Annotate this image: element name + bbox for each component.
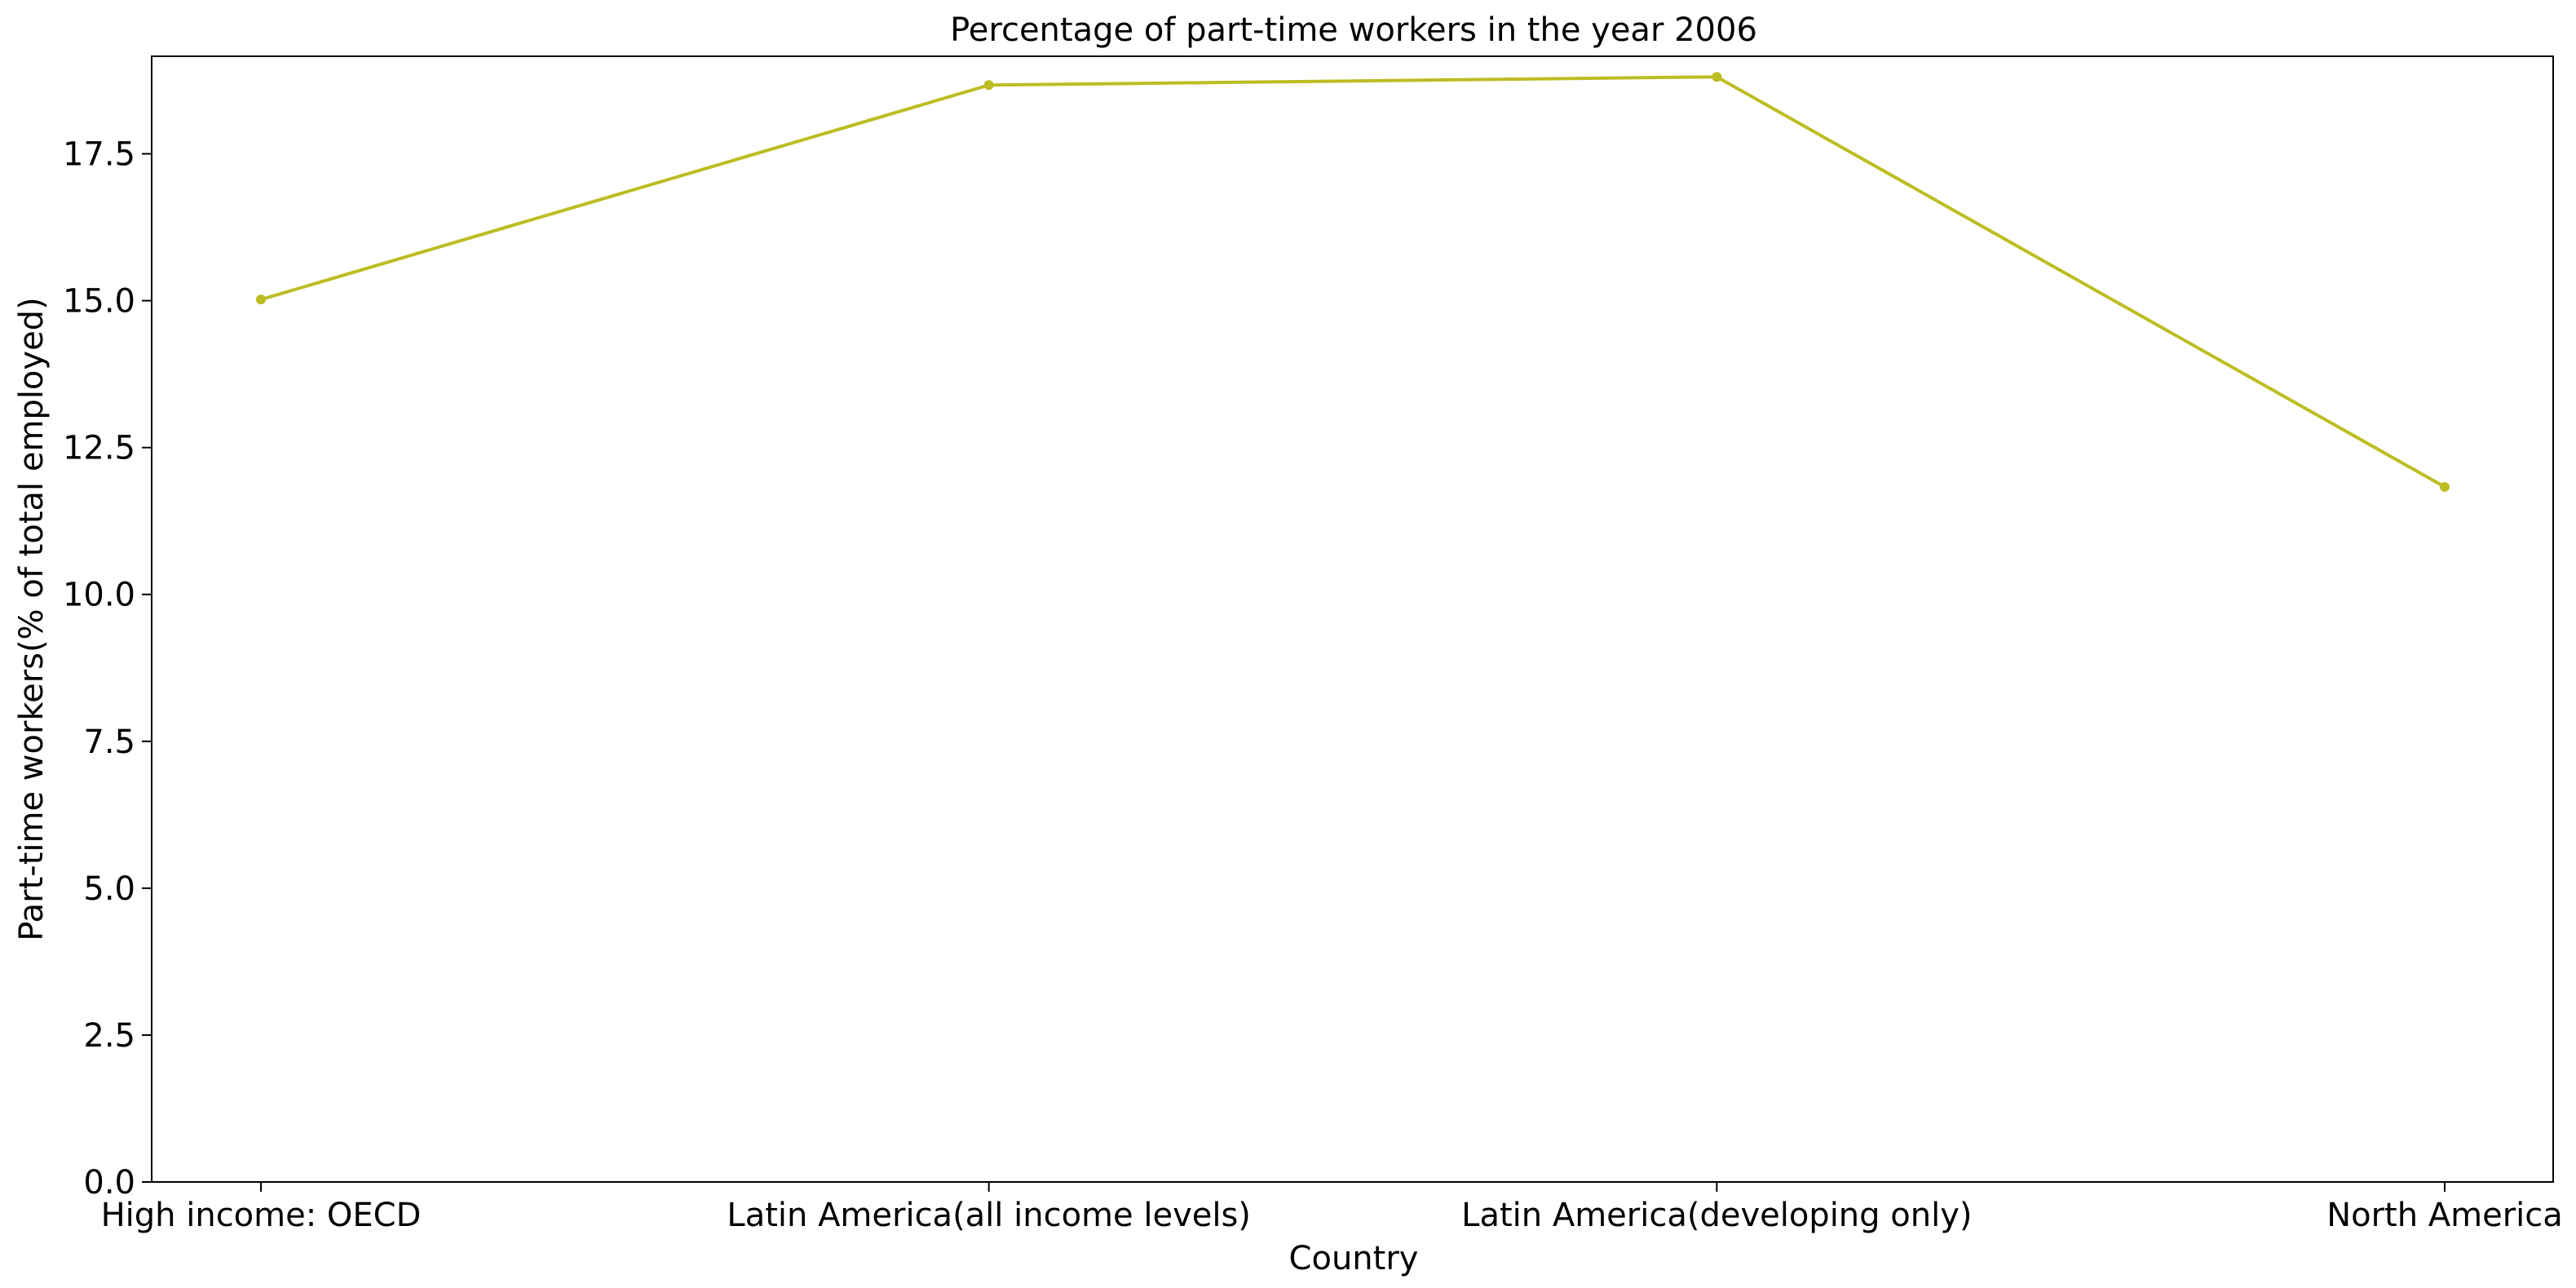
y-axis: 0.0 2.5 5.0 7.5 10.0 12.5 15.0 17.5 (63, 136, 152, 1202)
plot-area-frame (151, 55, 2554, 1183)
data-point (256, 294, 266, 305)
x-tick-label: High income: OECD (101, 1197, 422, 1234)
y-tick-label: 0.0 (83, 1164, 135, 1202)
y-tick-label: 5.0 (83, 870, 135, 908)
y-tick-label: 7.5 (83, 724, 135, 761)
x-axis: High income: OECD Latin America(all incom… (101, 1182, 2563, 1234)
series-line (260, 75, 2446, 489)
x-axis-label: Country (1289, 1240, 1419, 1277)
y-tick-label: 10.0 (63, 577, 135, 614)
x-tick-label: North America (2326, 1197, 2563, 1234)
data-point (983, 80, 994, 91)
y-tick-label: 2.5 (83, 1017, 135, 1055)
chart-title: Percentage of part-time workers in the y… (950, 11, 1757, 49)
y-axis-label: Part-time workers(% of total employed) (13, 297, 51, 941)
data-point (1712, 72, 1722, 82)
y-tick-label: 12.5 (63, 430, 135, 467)
y-tick-label: 15.0 (63, 283, 135, 321)
y-tick-label: 17.5 (63, 136, 135, 174)
data-point (2440, 481, 2450, 492)
x-tick-label: Latin America(developing only) (1461, 1197, 1972, 1234)
x-tick-label: Latin America(all income levels) (727, 1197, 1251, 1234)
series-layer (256, 72, 2450, 492)
